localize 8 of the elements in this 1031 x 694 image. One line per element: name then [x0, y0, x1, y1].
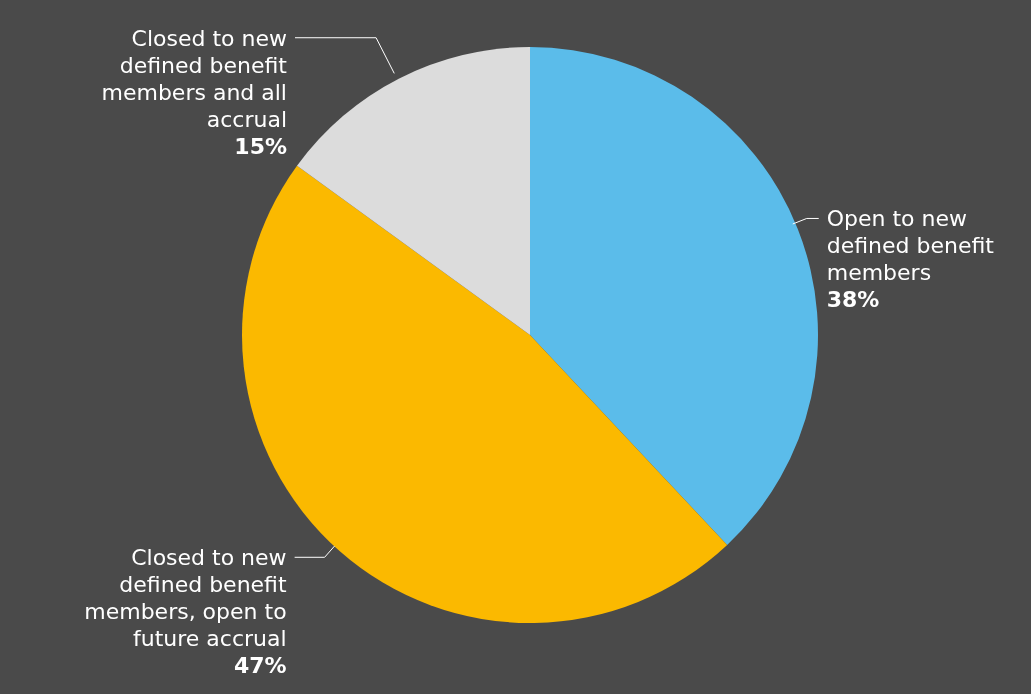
pie-slice	[297, 47, 530, 335]
data-label: 15%	[234, 133, 287, 159]
slice-label: Open to new defined benefit members	[826, 206, 995, 286]
slice-label: Closed to new defined benefit members and all accrual	[101, 25, 288, 132]
data-label: 38%	[826, 287, 880, 313]
data-label: 47%	[233, 653, 287, 679]
slice-label: Closed to new defined benefit members, open to future accrual	[84, 545, 287, 652]
pie-slice	[530, 47, 818, 545]
